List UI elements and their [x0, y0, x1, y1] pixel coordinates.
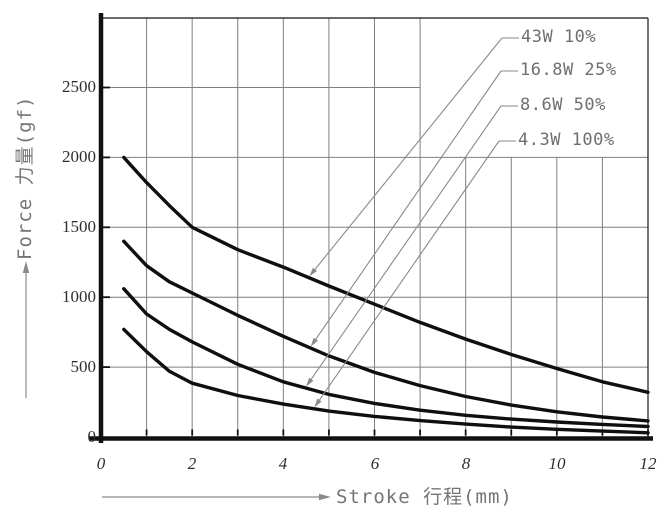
leader-arrow-icon-43w-10	[309, 267, 317, 277]
legend-label-8-6w-50: 8.6W 50%	[520, 95, 606, 115]
leader-line-16-8w-25	[314, 70, 502, 342]
x-tick-0: 0	[96, 454, 106, 473]
legend-label-16-8w-25: 16.8W 25%	[520, 60, 617, 80]
curve-8-6w-50	[122, 287, 650, 429]
x-tick-8: 8	[461, 454, 471, 473]
leader-arrow-icon-4-3w-100	[314, 398, 322, 408]
leader-arrow-icon-8-6w-50	[306, 377, 314, 387]
x-title-arrow-icon	[319, 493, 331, 501]
y-title-arrow-icon	[22, 261, 30, 273]
y-tick-1500: 1500	[62, 217, 96, 236]
curve-43w-10	[122, 155, 650, 394]
leader-arrow-icon-16-8w-25	[310, 337, 318, 347]
curve-16-8w-25	[122, 239, 650, 423]
leader-line-8-6w-50	[309, 105, 502, 382]
legend-label-4-3w-100: 4.3W 100%	[518, 130, 615, 150]
y-tick-1000: 1000	[62, 287, 96, 306]
leader-line-4-3w-100	[317, 140, 500, 402]
x-tick-6: 6	[370, 454, 380, 473]
y-tick-0: 0	[87, 427, 97, 446]
x-axis-title: Stroke 行程(mm)	[336, 486, 513, 508]
x-tick-12: 12	[639, 454, 657, 473]
x-tick-4: 4	[278, 454, 288, 473]
y-tick-500: 500	[70, 357, 97, 376]
y-tick-2500: 2500	[62, 77, 96, 96]
y-axis-title: Force 力量(gf)	[14, 95, 36, 260]
x-tick-2: 2	[187, 454, 197, 473]
y-tick-2000: 2000	[62, 147, 96, 166]
legend-label-43w-10: 43W 10%	[521, 27, 597, 47]
leader-line-43w-10	[313, 37, 503, 272]
curve-4-3w-100	[122, 327, 650, 435]
x-tick-10: 10	[548, 454, 566, 473]
